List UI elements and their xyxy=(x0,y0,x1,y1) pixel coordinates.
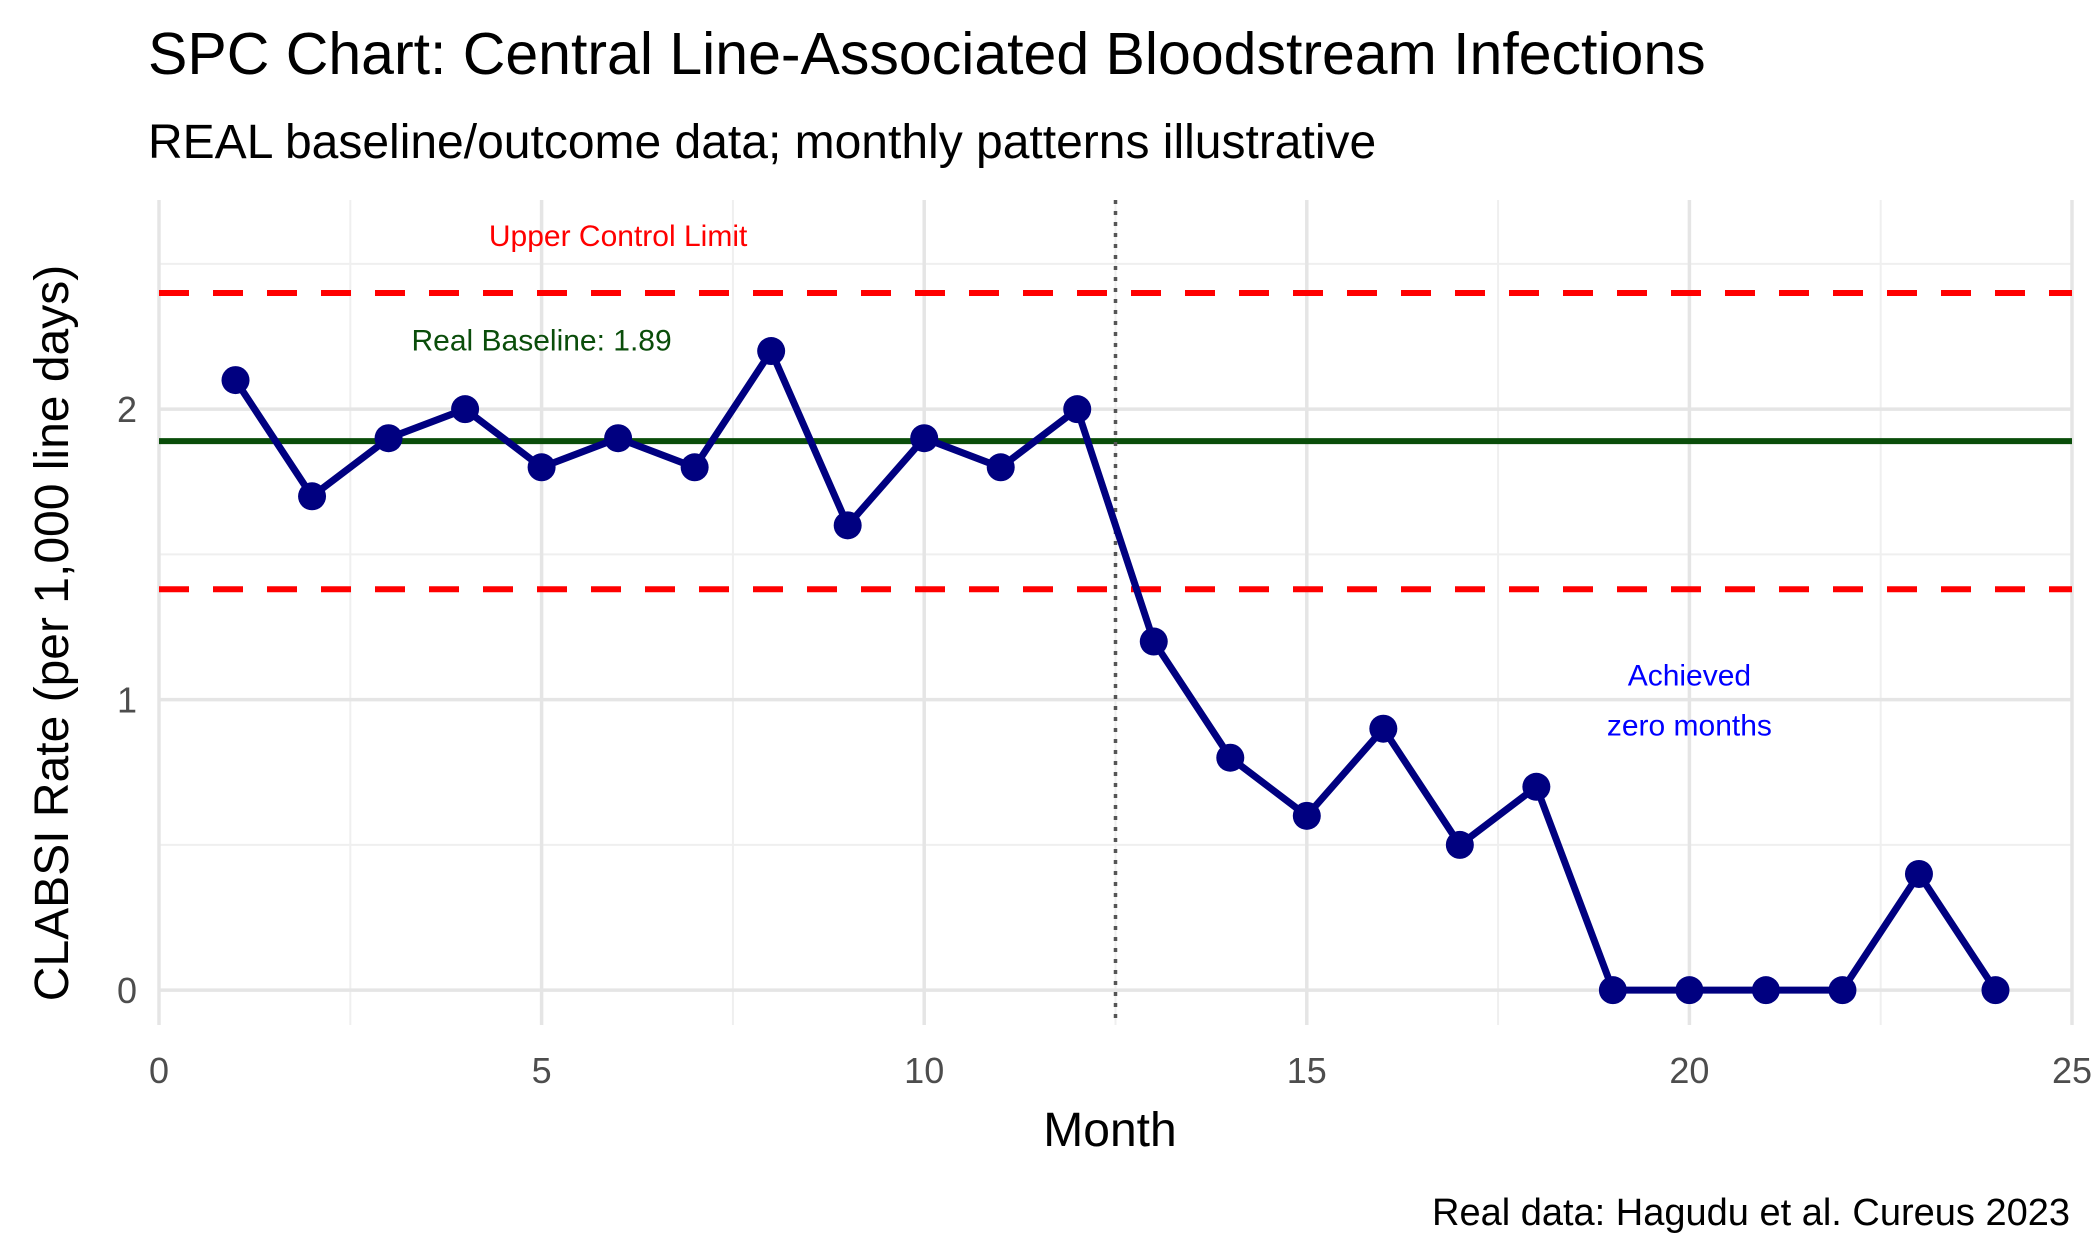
x-tick-label: 15 xyxy=(1287,1050,1327,1091)
y-axis-ticks: 0 1 2 xyxy=(117,389,137,1011)
data-point xyxy=(1904,859,1933,888)
y-axis-title: CLABSI Rate (per 1,000 line days) xyxy=(26,265,79,1001)
data-point xyxy=(1292,801,1321,830)
data-point xyxy=(1828,976,1857,1005)
data-point xyxy=(757,337,786,366)
chart-caption: Real data: Hagudu et al. Cureus 2023 xyxy=(1432,1192,2070,1234)
x-axis-title: Month xyxy=(1043,1104,1176,1157)
data-point xyxy=(1369,714,1398,743)
y-tick-label: 1 xyxy=(117,680,137,721)
annotation-label: Upper Control Limit xyxy=(489,220,748,253)
data-series xyxy=(221,337,2010,1005)
x-tick-label: 25 xyxy=(2052,1050,2092,1091)
data-point xyxy=(604,424,633,453)
data-point xyxy=(1751,976,1780,1005)
data-point xyxy=(221,366,250,395)
chart-subtitle: REAL baseline/outcome data; monthly patt… xyxy=(148,116,1376,169)
y-tick-label: 2 xyxy=(117,389,137,430)
data-point xyxy=(680,453,709,482)
data-point xyxy=(1445,830,1474,859)
y-tick-label: 0 xyxy=(117,970,137,1011)
data-point xyxy=(1139,627,1168,656)
data-point xyxy=(1063,395,1092,424)
data-point xyxy=(1522,772,1551,801)
data-point xyxy=(527,453,556,482)
x-tick-label: 20 xyxy=(1669,1050,1709,1091)
annotation-label: Achieved xyxy=(1628,660,1751,693)
chart-title: SPC Chart: Central Line-Associated Blood… xyxy=(148,21,1706,87)
data-point xyxy=(1981,976,2010,1005)
x-axis-ticks: 0 5 10 15 20 25 xyxy=(149,1050,2092,1091)
data-point xyxy=(1675,976,1704,1005)
annotations: Upper Control Limit Real Baseline: 1.89 Ac… xyxy=(412,220,1772,743)
annotation-label: zero months xyxy=(1607,710,1772,743)
data-point xyxy=(833,511,862,540)
data-point xyxy=(374,424,403,453)
data-point xyxy=(298,482,327,511)
x-tick-label: 0 xyxy=(149,1050,169,1091)
data-point xyxy=(986,453,1015,482)
x-tick-label: 5 xyxy=(532,1050,552,1091)
data-point xyxy=(1598,976,1627,1005)
data-point xyxy=(1216,743,1245,772)
annotation-label: Real Baseline: 1.89 xyxy=(412,324,672,357)
data-point xyxy=(451,395,480,424)
reference-lines xyxy=(159,200,2072,1025)
x-tick-label: 10 xyxy=(904,1050,944,1091)
data-point xyxy=(910,424,939,453)
